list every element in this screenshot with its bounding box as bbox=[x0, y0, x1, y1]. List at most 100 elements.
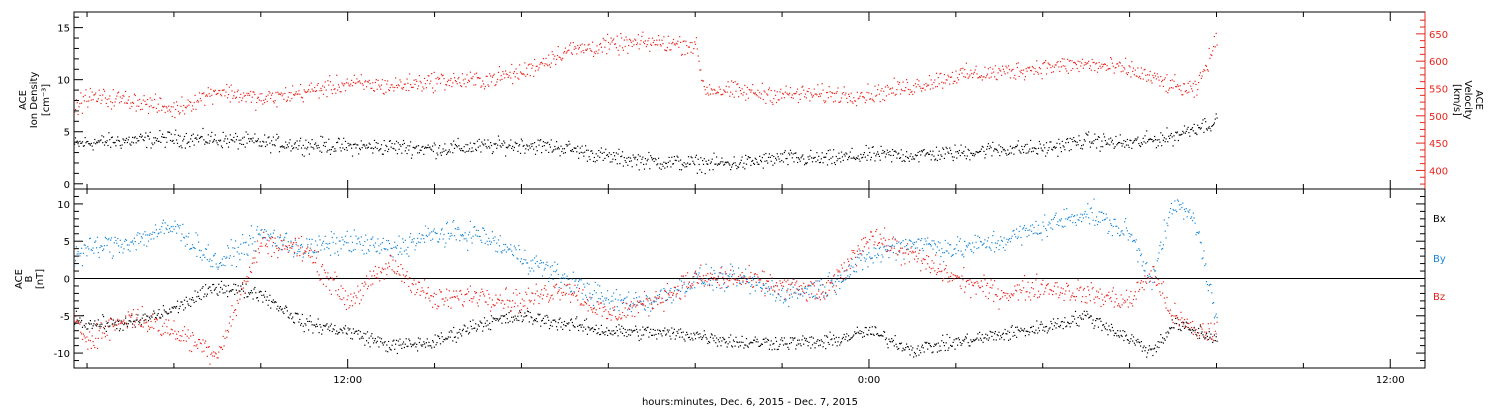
ion-density-point bbox=[763, 154, 765, 156]
ion-density-point bbox=[469, 142, 471, 144]
bx-point bbox=[473, 327, 475, 329]
velocity-point bbox=[686, 45, 688, 47]
by-point bbox=[456, 228, 458, 230]
by-point bbox=[744, 275, 746, 277]
velocity-point bbox=[612, 39, 614, 41]
velocity-point bbox=[853, 97, 855, 99]
velocity-point bbox=[871, 98, 873, 100]
velocity-point bbox=[883, 90, 885, 92]
bx-point bbox=[1161, 341, 1163, 343]
by-point bbox=[760, 287, 763, 289]
ion-density-point bbox=[483, 144, 485, 146]
bx-point bbox=[1180, 330, 1182, 332]
bx-point bbox=[908, 348, 910, 350]
bx-point bbox=[189, 298, 191, 300]
velocity-point bbox=[77, 113, 79, 116]
bx-point bbox=[272, 299, 274, 301]
ion-density-point bbox=[987, 143, 989, 145]
by-point bbox=[357, 238, 359, 240]
by-point bbox=[294, 239, 296, 241]
by-point bbox=[698, 272, 700, 274]
by-point bbox=[110, 237, 113, 239]
by-point bbox=[410, 241, 413, 243]
velocity-point bbox=[867, 83, 869, 85]
bx-point bbox=[248, 292, 250, 294]
by-point bbox=[775, 300, 777, 302]
bx-point bbox=[855, 333, 857, 335]
velocity-point bbox=[1123, 66, 1125, 69]
bx-point bbox=[618, 324, 620, 326]
ion-density-point bbox=[159, 130, 161, 132]
bx-point bbox=[149, 318, 151, 320]
bx-point bbox=[140, 319, 142, 321]
velocity-point bbox=[191, 110, 193, 112]
bx-point bbox=[1079, 315, 1081, 317]
ion-density-point bbox=[1162, 139, 1164, 141]
velocity-point bbox=[420, 82, 422, 84]
by-point bbox=[110, 239, 112, 241]
velocity-point bbox=[1067, 72, 1069, 74]
ion-density-point bbox=[1192, 130, 1194, 132]
bx-point bbox=[449, 336, 451, 338]
velocity-point bbox=[934, 79, 936, 81]
velocity-point bbox=[161, 109, 163, 111]
by-point bbox=[563, 277, 565, 279]
bx-point bbox=[1198, 337, 1201, 339]
velocity-point bbox=[351, 79, 353, 81]
ion-density-point bbox=[753, 162, 755, 164]
bx-point bbox=[600, 324, 602, 326]
ion-density-point bbox=[85, 142, 87, 144]
bx-point bbox=[631, 331, 633, 333]
ion-density-point bbox=[773, 155, 775, 158]
bx-point bbox=[322, 324, 325, 327]
ion-density-point bbox=[630, 160, 632, 162]
by-point bbox=[138, 242, 140, 245]
velocity-point bbox=[539, 63, 541, 65]
by-point bbox=[351, 251, 353, 253]
ion-density-point bbox=[778, 158, 780, 160]
ion-density-point bbox=[1196, 133, 1198, 136]
velocity-point bbox=[909, 89, 911, 91]
bx-point bbox=[259, 290, 261, 292]
velocity-point bbox=[898, 83, 900, 85]
velocity-point bbox=[461, 73, 464, 75]
ion-density-point bbox=[923, 149, 925, 151]
ion-density-point bbox=[1118, 142, 1120, 144]
ion-density-point bbox=[922, 149, 924, 151]
velocity-point bbox=[452, 82, 454, 84]
ion-density-point bbox=[374, 146, 376, 148]
bx-point bbox=[801, 339, 803, 341]
velocity-point bbox=[599, 42, 602, 45]
bx-point bbox=[876, 333, 878, 335]
velocity-point bbox=[681, 53, 683, 55]
velocity-point bbox=[562, 57, 564, 59]
velocity-point bbox=[339, 91, 341, 93]
velocity-point bbox=[651, 44, 653, 46]
ion-density-point bbox=[211, 131, 213, 133]
bx-point bbox=[984, 337, 986, 339]
bx-point bbox=[904, 349, 906, 351]
velocity-point bbox=[1100, 67, 1102, 69]
ion-density-point bbox=[796, 157, 798, 159]
by-point bbox=[749, 293, 751, 295]
velocity-point bbox=[1208, 47, 1210, 50]
by-point bbox=[97, 252, 99, 254]
bx-point bbox=[399, 338, 401, 340]
velocity-point bbox=[388, 89, 390, 91]
ion-density-point bbox=[1210, 130, 1212, 132]
by-point bbox=[634, 304, 636, 306]
velocity-point bbox=[383, 93, 385, 95]
bx-point bbox=[814, 347, 816, 349]
velocity-point bbox=[1157, 76, 1159, 78]
by-point bbox=[99, 246, 101, 249]
by-point bbox=[806, 288, 808, 290]
velocity-point bbox=[234, 91, 236, 93]
bx-point bbox=[1139, 342, 1141, 344]
velocity-point bbox=[449, 79, 451, 81]
bx-point bbox=[847, 340, 849, 342]
bx-point bbox=[395, 343, 397, 345]
ion-density-point bbox=[870, 159, 872, 161]
by-point bbox=[571, 278, 573, 280]
velocity-point bbox=[129, 107, 131, 109]
velocity-point bbox=[1102, 66, 1104, 68]
